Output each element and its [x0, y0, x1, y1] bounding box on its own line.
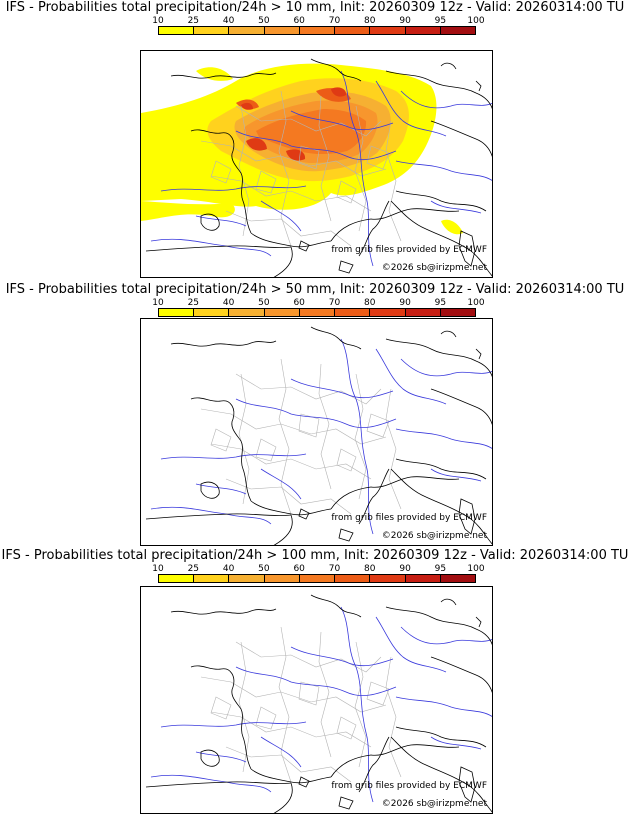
legend-swatch — [229, 575, 265, 582]
legend-swatch — [299, 575, 336, 582]
legend-swatch — [229, 27, 265, 34]
color-legend: 10 25 40 50 60 70 80 90 95 100 — [152, 564, 485, 590]
legend-tick: 90 — [399, 16, 411, 26]
legend-tick: 80 — [364, 16, 376, 26]
legend-colorbar — [158, 574, 476, 583]
legend-tick: 95 — [434, 564, 447, 574]
legend-tick: 50 — [258, 564, 270, 574]
source-credit: from grib files provided by ECMWF — [331, 513, 487, 523]
legend-tick: 70 — [328, 16, 341, 26]
legend-swatch — [440, 27, 475, 34]
legend-tick: 80 — [364, 298, 376, 308]
legend-swatch — [335, 27, 371, 34]
legend-tick: 100 — [467, 16, 485, 26]
legend-swatch — [370, 27, 406, 34]
legend-swatch — [194, 575, 230, 582]
legend-tick: 50 — [258, 298, 270, 308]
legend-swatch — [405, 27, 441, 34]
precip-map — [145, 594, 492, 813]
legend-tick: 40 — [222, 298, 235, 308]
legend-tick: 25 — [187, 16, 200, 26]
copyright-credit: ©2026 sb@irizpme.net — [381, 263, 487, 273]
legend-swatch — [264, 309, 300, 316]
precip-map — [145, 326, 492, 545]
precip-map — [141, 58, 492, 277]
legend-tick: 60 — [293, 564, 305, 574]
probability-field — [141, 63, 463, 235]
panel-title: IFS - Probabilities total precipitation/… — [1, 548, 629, 563]
legend-swatch — [405, 575, 441, 582]
legend-swatch — [159, 309, 195, 316]
legend-swatch — [335, 309, 371, 316]
legend-swatch — [299, 27, 336, 34]
legend-tick: 60 — [293, 16, 305, 26]
legend-swatch — [194, 27, 230, 34]
legend-swatch — [405, 309, 441, 316]
legend-tick: 10 — [152, 564, 164, 574]
legend-swatch — [440, 309, 475, 316]
color-legend: 10 25 40 50 60 70 80 90 95 100 — [152, 16, 485, 42]
legend-tick: 70 — [328, 564, 341, 574]
map-frame[interactable]: from grib files provided by ECMWF ©2026 … — [140, 50, 493, 278]
legend-swatch — [264, 575, 300, 582]
legend-tick: 25 — [187, 298, 200, 308]
legend-swatch — [370, 575, 406, 582]
legend-tick: 40 — [222, 564, 235, 574]
panel-100mm: IFS - Probabilities total precipitation/… — [0, 536, 630, 814]
color-legend: 10 25 40 50 60 70 80 90 95 100 — [152, 298, 485, 324]
legend-tick: 100 — [467, 298, 485, 308]
legend-tick: 95 — [434, 298, 447, 308]
legend-tick: 10 — [152, 16, 164, 26]
legend-tick: 25 — [187, 564, 200, 574]
map-frame[interactable]: from grib files provided by ECMWF ©2026 … — [140, 586, 493, 814]
legend-swatch — [370, 309, 406, 316]
legend-colorbar — [158, 26, 476, 35]
legend-colorbar — [158, 308, 476, 317]
source-credit: from grib files provided by ECMWF — [331, 781, 487, 791]
legend-swatch — [299, 309, 336, 316]
legend-swatch — [440, 575, 475, 582]
panel-title: IFS - Probabilities total precipitation/… — [5, 282, 625, 297]
legend-swatch — [194, 309, 230, 316]
source-credit: from grib files provided by ECMWF — [331, 245, 487, 255]
panel-50mm: IFS - Probabilities total precipitation/… — [0, 268, 630, 546]
legend-tick: 90 — [399, 564, 411, 574]
panel-10mm: IFS - Probabilities total precipitation/… — [0, 0, 630, 278]
legend-tick: 50 — [258, 16, 270, 26]
legend-swatch — [264, 27, 300, 34]
legend-swatch — [229, 309, 265, 316]
legend-swatch — [335, 575, 371, 582]
legend-tick: 10 — [152, 298, 164, 308]
legend-tick: 95 — [434, 16, 447, 26]
legend-tick: 80 — [364, 564, 376, 574]
legend-tick: 60 — [293, 298, 305, 308]
panel-title: IFS - Probabilities total precipitation/… — [5, 0, 625, 15]
legend-swatch — [159, 575, 195, 582]
copyright-credit: ©2026 sb@irizpme.net — [381, 799, 487, 809]
legend-tick: 70 — [328, 298, 341, 308]
legend-tick: 100 — [467, 564, 485, 574]
map-frame[interactable]: from grib files provided by ECMWF ©2026 … — [140, 318, 493, 546]
legend-tick: 90 — [399, 298, 411, 308]
legend-swatch — [159, 27, 195, 34]
legend-tick: 40 — [222, 16, 235, 26]
copyright-credit: ©2026 sb@irizpme.net — [381, 531, 487, 541]
